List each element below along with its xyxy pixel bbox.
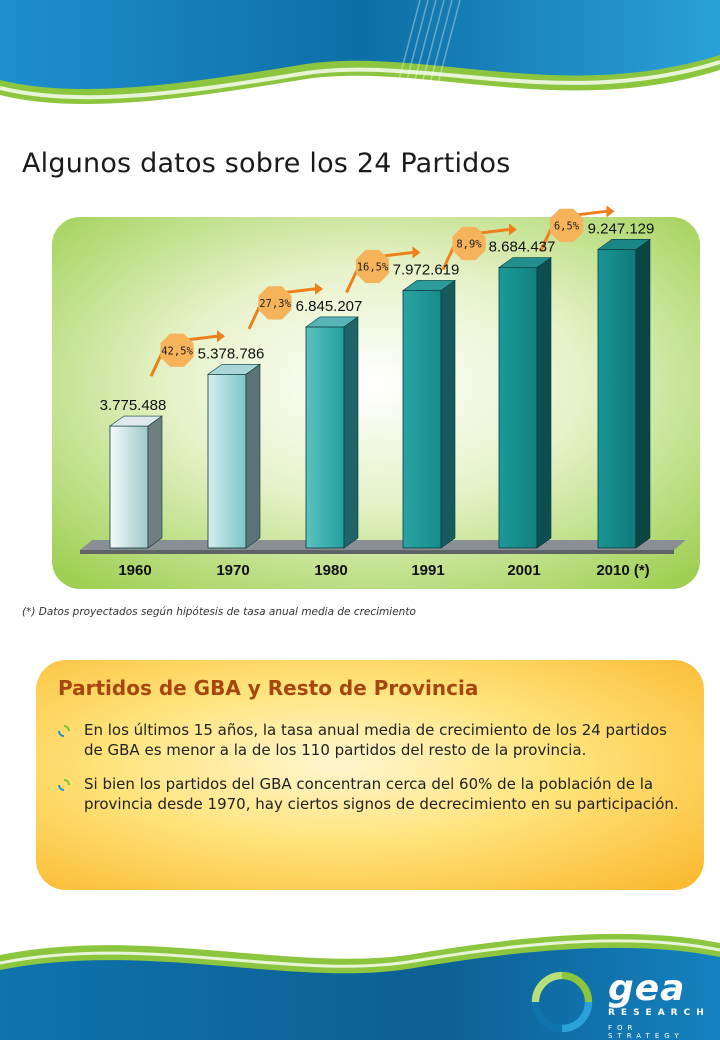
category-label: 2010 (*) [596,562,649,579]
growth-arrow-head [217,330,225,343]
bar-1991 [402,279,456,549]
growth-label: 27,3% [259,298,291,310]
bar-1960 [109,415,163,549]
growth-badge [452,226,486,261]
cycle-bullet-icon [58,779,70,791]
growth-indicator: 8,9% [441,223,517,271]
category-label: 1960 [118,562,151,579]
growth-arrow-head [412,246,421,259]
logo-line-strategy: FOR STRATEGY [608,1024,684,1040]
bar-front [109,425,149,549]
cycle-bullet-icon [58,725,70,737]
bar-top [305,316,359,328]
growth-badge [160,333,194,367]
growth-badge [355,249,390,284]
chart-canvas: 42,5% 27,3% 16,5% 8,9% 6,5% 3.775.488 1960 5.3… [52,205,700,589]
bar-value-label: 3.775.488 [100,397,167,414]
growth-label: 42,5% [161,345,193,357]
panel-bullet-text: En los últimos 15 años, la tasa anual me… [84,721,667,759]
bar-2010 [597,238,651,549]
logo-brand-text: gea [608,968,686,1009]
gea-logo: gea RESEARCH FOR STRATEGY [528,968,720,1040]
info-panel: Partidos de GBA y Resto de Provincia En … [36,660,704,890]
top-wave-decoration [0,0,720,105]
bar-2001 [498,256,552,549]
growth-arrow-head [606,205,615,218]
panel-bullet-item: En los últimos 15 años, la tasa anual me… [56,720,686,760]
logo-line-research: RESEARCH [608,1008,710,1018]
chart-floor-edge [80,550,674,554]
bar-top [402,280,456,291]
category-label: 1991 [411,562,444,579]
bar-front [498,267,538,549]
growth-arrow-head [315,282,323,295]
growth-badge [549,208,584,242]
bar-side [440,279,456,549]
bar-side [343,316,359,549]
growth-indicator: 27,3% [247,282,323,330]
bar-front [305,326,345,549]
growth-arrow-head [509,223,517,236]
bar-front [207,373,247,549]
bar-front [597,248,637,549]
bar-side [635,238,651,549]
growth-label: 8,9% [456,238,482,250]
category-label: 1980 [314,562,347,579]
chart-floor [80,540,686,550]
bar-value-label: 9.247.129 [588,220,655,237]
growth-indicator: 6,5% [539,205,615,252]
growth-indicator: 42,5% [149,330,225,377]
gea-swirl-icon [531,971,593,1033]
category-label: 2001 [507,562,540,579]
bar-side [536,256,552,549]
growth-label: 6,5% [554,220,580,232]
growth-badge [258,286,292,320]
growth-indicator: 16,5% [345,246,421,294]
bar-front [402,290,442,549]
bar-value-label: 5.378.786 [198,345,265,362]
bar-value-label: 7.972.619 [393,261,460,278]
population-bar-chart: 42,5% 27,3% 16,5% 8,9% 6,5% 3.775.488 1960 5.3… [0,195,720,595]
category-label: 1970 [216,562,249,579]
bar-value-label: 6.845.207 [296,298,363,315]
bar-top [597,239,651,250]
bar-value-label: 8.684.437 [489,238,556,255]
bar-top [207,363,261,375]
panel-bullet-item: Si bien los partidos del GBA concentran … [56,774,686,814]
growth-label: 16,5% [357,261,389,273]
bar-1980 [305,316,359,549]
panel-title: Partidos de GBA y Resto de Provincia [58,676,479,700]
panel-bullet-text: Si bien los partidos del GBA concentran … [84,775,679,813]
bar-top [109,415,163,427]
bar-side [245,363,261,549]
panel-bullet-list: En los últimos 15 años, la tasa anual me… [56,720,686,828]
bar-side [147,415,163,549]
page-title: Algunos datos sobre los 24 Partidos [22,148,511,179]
bar-1970 [207,363,261,549]
chart-footnote: (*) Datos proyectados según hipótesis de… [22,606,416,618]
bar-top [498,257,552,268]
